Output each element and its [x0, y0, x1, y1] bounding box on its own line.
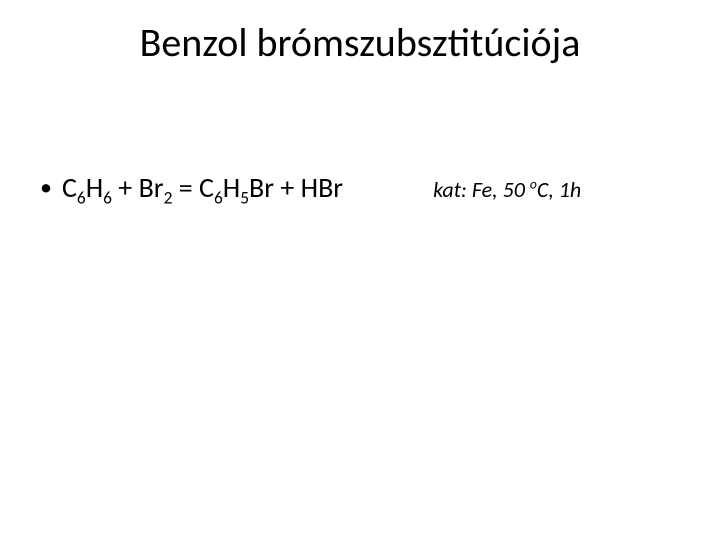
eq-sub: 6 [103, 187, 112, 209]
eq-sub: 6 [77, 187, 86, 209]
cond-prefix: kat: Fe, 50 [433, 176, 530, 203]
equation-block: •C6H6 + Br2 = C6H5Br + HBr [0, 170, 343, 205]
reaction-conditions: kat: Fe, 50 oC, 1h [433, 176, 581, 203]
eq-part: Br [139, 170, 164, 205]
eq-part: C [199, 170, 214, 205]
eq-part: H [86, 170, 103, 205]
eq-part: C [62, 170, 77, 205]
eq-sub: 6 [214, 187, 223, 209]
eq-equals: = [172, 170, 199, 205]
eq-sub: 5 [240, 187, 249, 209]
cond-degree-sup: o [530, 176, 537, 193]
bullet-dot-icon: • [40, 173, 52, 202]
eq-part: HBr [301, 170, 343, 205]
eq-part: H [223, 170, 240, 205]
eq-plus: + [274, 170, 301, 205]
content-row: •C6H6 + Br2 = C6H5Br + HBr kat: Fe, 50 o… [0, 170, 720, 205]
slide-container: Benzol brómszubsztitúciója •C6H6 + Br2 =… [0, 0, 720, 540]
eq-plus: + [112, 170, 139, 205]
chemical-equation: C6H6 + Br2 = C6H5Br + HBr [62, 170, 343, 205]
slide-title: Benzol brómszubsztitúciója [0, 18, 720, 67]
eq-part: Br [249, 170, 274, 205]
cond-suffix: C, 1h [537, 176, 581, 203]
